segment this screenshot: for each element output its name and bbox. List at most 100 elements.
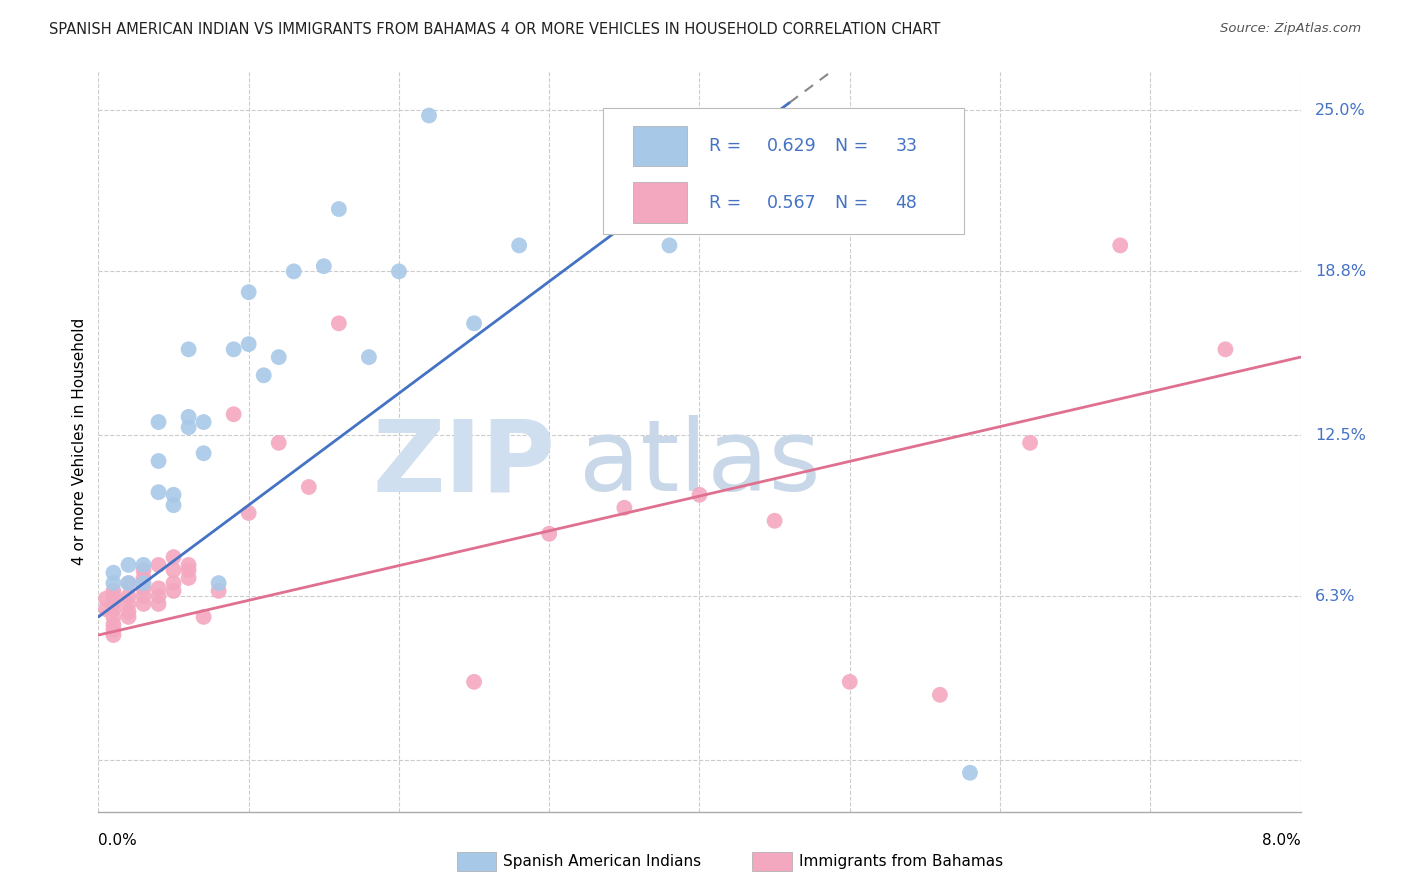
Text: 6.3%: 6.3% <box>1315 589 1355 604</box>
Point <box>132 589 155 603</box>
Point <box>928 688 950 702</box>
Text: 8.0%: 8.0% <box>1261 832 1301 847</box>
FancyBboxPatch shape <box>633 126 688 167</box>
Point <box>283 264 305 278</box>
Point <box>103 623 125 637</box>
Point <box>117 597 139 611</box>
Point <box>177 563 200 577</box>
Point <box>463 316 485 330</box>
Text: N =: N = <box>835 194 875 211</box>
Point <box>328 316 350 330</box>
Point <box>148 558 170 572</box>
Point <box>208 583 231 598</box>
Point <box>508 238 530 252</box>
Point <box>1215 343 1237 357</box>
Point <box>238 506 260 520</box>
Point <box>162 488 184 502</box>
Point <box>312 259 335 273</box>
Point <box>103 589 125 603</box>
Point <box>117 610 139 624</box>
Point <box>658 238 681 252</box>
Point <box>117 589 139 603</box>
Point <box>103 566 125 580</box>
Point <box>132 558 155 572</box>
Point <box>838 674 860 689</box>
Point <box>148 485 170 500</box>
Point <box>162 563 184 577</box>
Text: 0.629: 0.629 <box>766 137 817 155</box>
Text: 48: 48 <box>896 194 917 211</box>
Point <box>148 454 170 468</box>
Text: atlas: atlas <box>579 416 821 512</box>
Point <box>328 202 350 216</box>
Point <box>463 674 485 689</box>
Point <box>132 582 155 596</box>
Point <box>117 576 139 591</box>
Text: 12.5%: 12.5% <box>1315 427 1365 442</box>
Point <box>298 480 321 494</box>
Text: Spanish American Indians: Spanish American Indians <box>503 855 702 869</box>
Point <box>117 558 139 572</box>
Point <box>132 563 155 577</box>
Text: R =: R = <box>709 194 747 211</box>
Point <box>267 350 290 364</box>
Text: N =: N = <box>835 137 875 155</box>
Point <box>388 264 411 278</box>
Point <box>177 558 200 572</box>
Point <box>208 576 231 591</box>
Point <box>238 337 260 351</box>
Point <box>103 576 125 591</box>
Text: ZIP: ZIP <box>373 416 555 512</box>
Point <box>267 435 290 450</box>
Point <box>1109 238 1132 252</box>
Point <box>238 285 260 300</box>
Point <box>103 597 125 611</box>
Point <box>222 407 245 421</box>
Point <box>177 343 200 357</box>
Point <box>959 765 981 780</box>
FancyBboxPatch shape <box>633 183 688 223</box>
Point <box>193 415 215 429</box>
Text: 18.8%: 18.8% <box>1315 264 1367 279</box>
Point <box>253 368 276 383</box>
Point <box>132 597 155 611</box>
Text: 0.567: 0.567 <box>766 194 817 211</box>
Point <box>177 571 200 585</box>
Point <box>162 583 184 598</box>
Y-axis label: 4 or more Vehicles in Household: 4 or more Vehicles in Household <box>72 318 87 566</box>
Point <box>117 605 139 619</box>
Point <box>193 446 215 460</box>
Text: Source: ZipAtlas.com: Source: ZipAtlas.com <box>1220 22 1361 36</box>
Point <box>103 628 125 642</box>
Point <box>162 498 184 512</box>
Point <box>94 602 117 616</box>
Text: 33: 33 <box>896 137 918 155</box>
Point <box>838 194 860 209</box>
Point <box>132 576 155 591</box>
Text: R =: R = <box>709 137 747 155</box>
Text: 25.0%: 25.0% <box>1315 103 1365 118</box>
Point <box>132 571 155 585</box>
Point <box>117 576 139 591</box>
Point <box>177 420 200 434</box>
Point <box>148 589 170 603</box>
Point <box>162 576 184 591</box>
Point <box>418 109 440 123</box>
Point <box>688 488 710 502</box>
Point <box>103 583 125 598</box>
Point <box>103 610 125 624</box>
Point <box>613 500 636 515</box>
Point <box>357 350 380 364</box>
Point <box>222 343 245 357</box>
Text: SPANISH AMERICAN INDIAN VS IMMIGRANTS FROM BAHAMAS 4 OR MORE VEHICLES IN HOUSEHO: SPANISH AMERICAN INDIAN VS IMMIGRANTS FR… <box>49 22 941 37</box>
Point <box>94 591 117 606</box>
Point <box>193 610 215 624</box>
FancyBboxPatch shape <box>603 108 965 235</box>
Text: Immigrants from Bahamas: Immigrants from Bahamas <box>799 855 1002 869</box>
Point <box>763 514 786 528</box>
Text: 0.0%: 0.0% <box>98 832 138 847</box>
Point <box>148 582 170 596</box>
Point <box>1019 435 1042 450</box>
Point <box>162 550 184 565</box>
Point <box>103 617 125 632</box>
